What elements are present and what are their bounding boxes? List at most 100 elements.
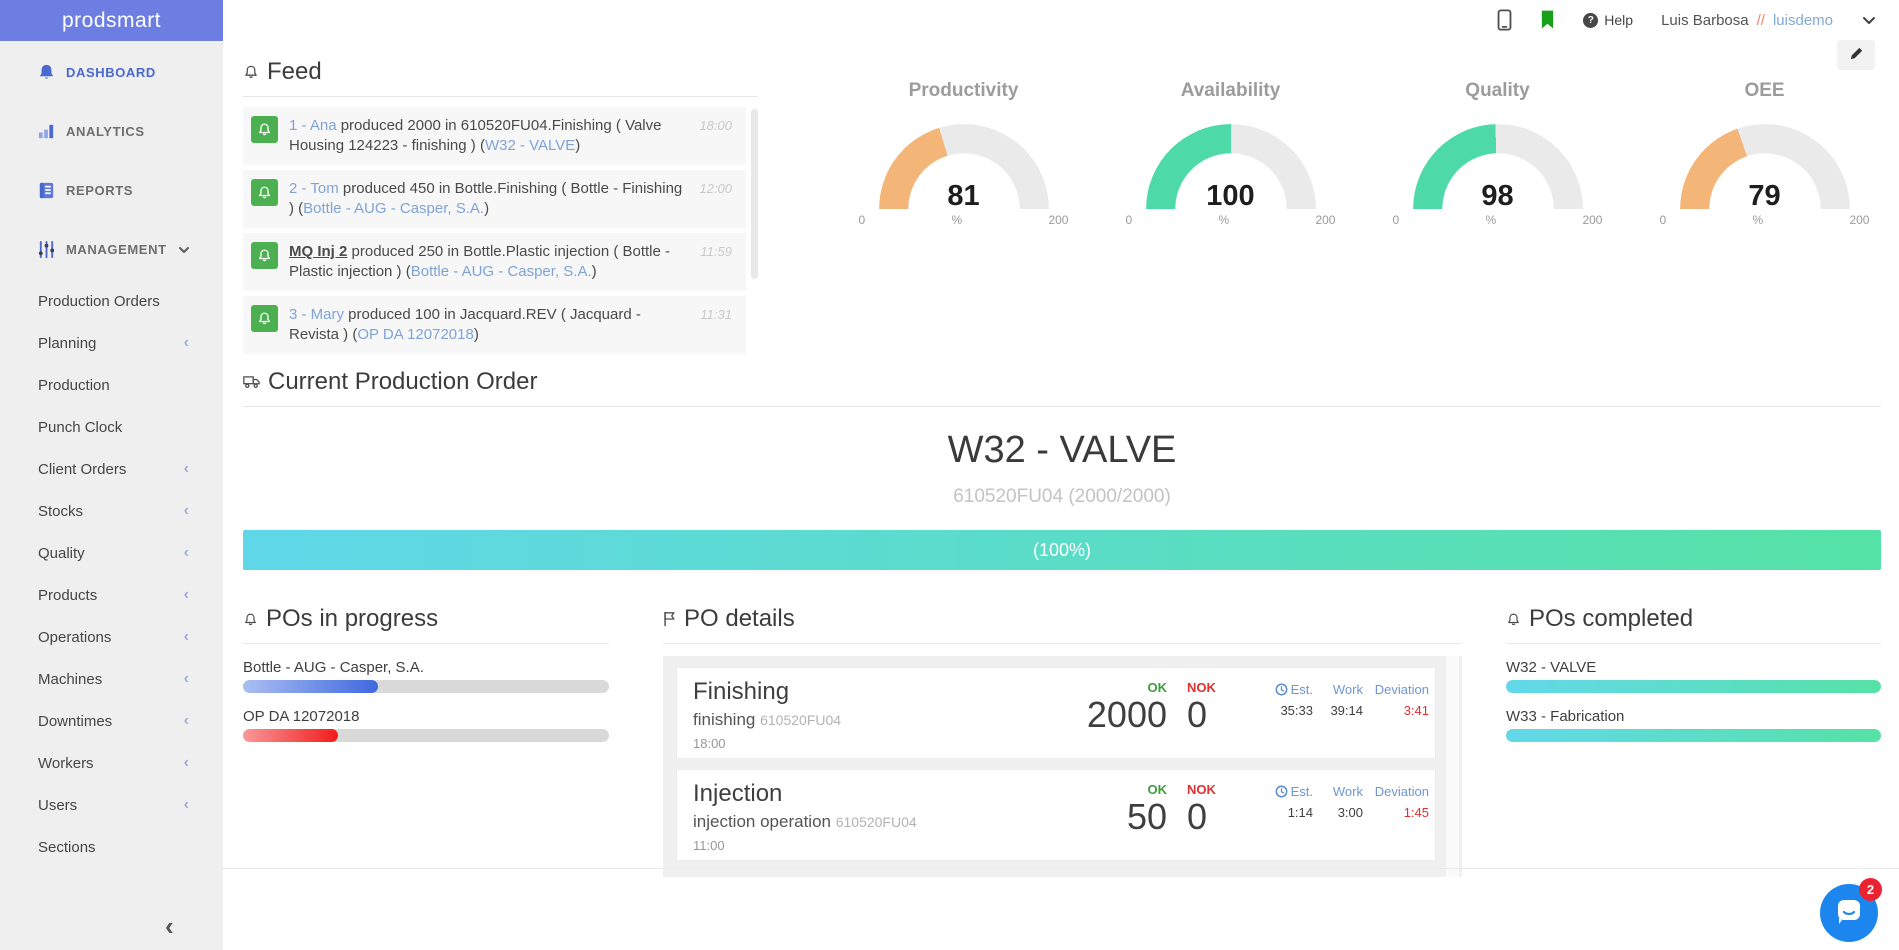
- clock-icon: [1275, 683, 1288, 696]
- sidebar-item-operations[interactable]: Operations ‹: [0, 616, 223, 658]
- pos-in-progress-section: POs in progress Bottle - AUG - Casper, S…: [243, 605, 609, 742]
- feed-order-link[interactable]: W32 - VALVE: [484, 137, 576, 154]
- feed-actor-link[interactable]: 1 - Ana: [289, 117, 337, 134]
- pos-completed-section: POs completed W32 - VALVE W33 - Fabricat…: [1506, 605, 1881, 742]
- chevron-left-icon: ‹: [183, 502, 189, 519]
- sidebar-item-workers[interactable]: Workers ‹: [0, 742, 223, 784]
- deviation-value: 3:41: [1403, 703, 1429, 718]
- user-name: Luis Barbosa: [1661, 11, 1749, 29]
- work-label: Work: [1332, 784, 1363, 799]
- feed-order-link[interactable]: Bottle - AUG - Casper, S.A.: [410, 263, 592, 280]
- dashboard-main: Feed 1 - Ana produced 2000 in 610520FU04…: [223, 0, 1899, 950]
- gauge-title: OEE: [1744, 80, 1785, 101]
- chevron-left-icon: ‹: [183, 796, 189, 813]
- help-label: Help: [1604, 12, 1634, 28]
- sidebar-item-label: Punch Clock: [38, 418, 123, 436]
- bell-outline-icon: [243, 612, 258, 627]
- feed-scrollbar[interactable]: [751, 109, 758, 279]
- po-completed-track: [1506, 680, 1881, 693]
- current-order-name: W32 - VALVE: [947, 429, 1177, 471]
- sidebar-item-analytics[interactable]: ANALYTICS: [0, 102, 223, 161]
- bell-icon: [36, 63, 56, 83]
- po-card-operation: injection operation: [693, 812, 831, 831]
- sidebar-item-label: Stocks: [38, 502, 84, 520]
- po-progress-track: [243, 680, 609, 693]
- po-progress-track: [243, 729, 609, 742]
- nok-label: NOK: [1187, 680, 1216, 695]
- sidebar-item-label: Products: [38, 586, 98, 604]
- sidebar-item-production[interactable]: Production: [0, 364, 223, 406]
- feed-order-link[interactable]: OP DA 12072018: [357, 326, 474, 343]
- truck-icon: [243, 375, 260, 389]
- sidebar-item-label: Users: [38, 796, 78, 814]
- sidebar-item-sections[interactable]: Sections: [0, 826, 223, 868]
- sidebar-item-management[interactable]: MANAGEMENT: [0, 220, 223, 279]
- ok-label: OK: [1147, 782, 1168, 797]
- sidebar-item-client-orders[interactable]: Client Orders ‹: [0, 448, 223, 490]
- pos-in-progress-title: POs in progress: [266, 605, 439, 632]
- sidebar-item-punch-clock[interactable]: Punch Clock: [0, 406, 223, 448]
- edit-dashboard-button[interactable]: [1837, 40, 1875, 70]
- pos-in-progress-heading: POs in progress: [243, 605, 609, 644]
- sidebar-item-quality[interactable]: Quality ‹: [0, 532, 223, 574]
- feed-order-link[interactable]: Bottle - AUG - Casper, S.A.: [303, 200, 485, 217]
- sidebar-item-stocks[interactable]: Stocks ‹: [0, 490, 223, 532]
- feed-bell-icon: [251, 305, 278, 332]
- question-icon: ?: [1583, 12, 1599, 28]
- sidebar-item-downtimes[interactable]: Downtimes ‹: [0, 700, 223, 742]
- po-card-nok: NOK 0: [1187, 678, 1251, 748]
- chevron-left-icon: ‹: [183, 754, 189, 771]
- feed-actor-link[interactable]: 3 - Mary: [289, 306, 345, 323]
- user-menu-chevron-icon[interactable]: [1861, 12, 1877, 28]
- po-card-name: Finishing: [693, 678, 790, 705]
- feed-text-close: ): [591, 263, 597, 280]
- mobile-app-icon[interactable]: [1497, 9, 1512, 31]
- sidebar-item-users[interactable]: Users ‹: [0, 784, 223, 826]
- app-logo[interactable]: prodsmart: [0, 0, 223, 41]
- sliders-icon: [36, 240, 56, 260]
- gauge-value: 98: [1481, 180, 1514, 209]
- user-menu[interactable]: Luis Barbosa // luisdemo: [1661, 12, 1833, 29]
- current-order-section: Current Production Order W32 - VALVE 610…: [243, 368, 1881, 570]
- gauge-arc-availability: 100: [1145, 124, 1316, 209]
- sidebar-item-dashboard[interactable]: DASHBOARD: [0, 43, 223, 102]
- feed-actor-link[interactable]: MQ Inj 2: [289, 243, 348, 260]
- po-card-info: Finishing finishing 610520FU04 18:00: [693, 678, 1069, 751]
- chevron-down-icon: [177, 243, 191, 257]
- pos-completed-heading: POs completed: [1506, 605, 1881, 644]
- sidebar-item-reports[interactable]: REPORTS: [0, 161, 223, 220]
- sidebar-item-label: Downtimes: [38, 712, 113, 730]
- work-value: 39:14: [1330, 703, 1363, 718]
- gauge-scale-min: 0: [1659, 213, 1667, 227]
- est-label: Est.: [1290, 682, 1313, 697]
- po-card-times: Est. Work Deviation 35:33 39:14 3:41: [1251, 678, 1429, 748]
- deviation-label: Deviation: [1374, 784, 1429, 799]
- bookmark-icon[interactable]: [1540, 10, 1555, 30]
- sidebar-item-planning[interactable]: Planning ‹: [0, 322, 223, 364]
- feed-heading: Feed: [243, 58, 758, 97]
- chevron-left-icon: ‹: [183, 544, 189, 561]
- sidebar-item-label: Production: [38, 376, 110, 394]
- user-separator: //: [1756, 11, 1765, 29]
- ok-value: 50: [1126, 796, 1167, 837]
- gauge-oee: OEE 79 0 % 200: [1631, 80, 1898, 227]
- bell-outline-icon: [1506, 612, 1521, 627]
- sidebar: prodsmart DASHBOARD ANALYTICS REPORTS: [0, 0, 223, 950]
- po-card-time: 18:00: [693, 736, 726, 751]
- po-completed-track: [1506, 729, 1881, 742]
- sidebar-collapse-chevron[interactable]: ‹: [165, 911, 174, 941]
- chat-launcher-button[interactable]: 2: [1820, 878, 1882, 942]
- feed-bell-icon: [251, 242, 278, 269]
- chevron-left-icon: ‹: [183, 670, 189, 687]
- po-completed-label: W33 - Fabrication: [1506, 708, 1625, 725]
- pos-completed-title: POs completed: [1529, 605, 1694, 632]
- feed-bell-icon: [251, 179, 278, 206]
- sidebar-item-production-orders[interactable]: Production Orders: [0, 280, 223, 322]
- sidebar-item-products[interactable]: Products ‹: [0, 574, 223, 616]
- po-progress-fill: [243, 729, 339, 742]
- sidebar-item-machines[interactable]: Machines ‹: [0, 658, 223, 700]
- chevron-left-icon: ‹: [183, 586, 189, 603]
- po-details-scrollbar[interactable]: [1446, 656, 1459, 877]
- feed-actor-link[interactable]: 2 - Tom: [289, 180, 339, 197]
- help-menu[interactable]: ? Help: [1583, 12, 1633, 28]
